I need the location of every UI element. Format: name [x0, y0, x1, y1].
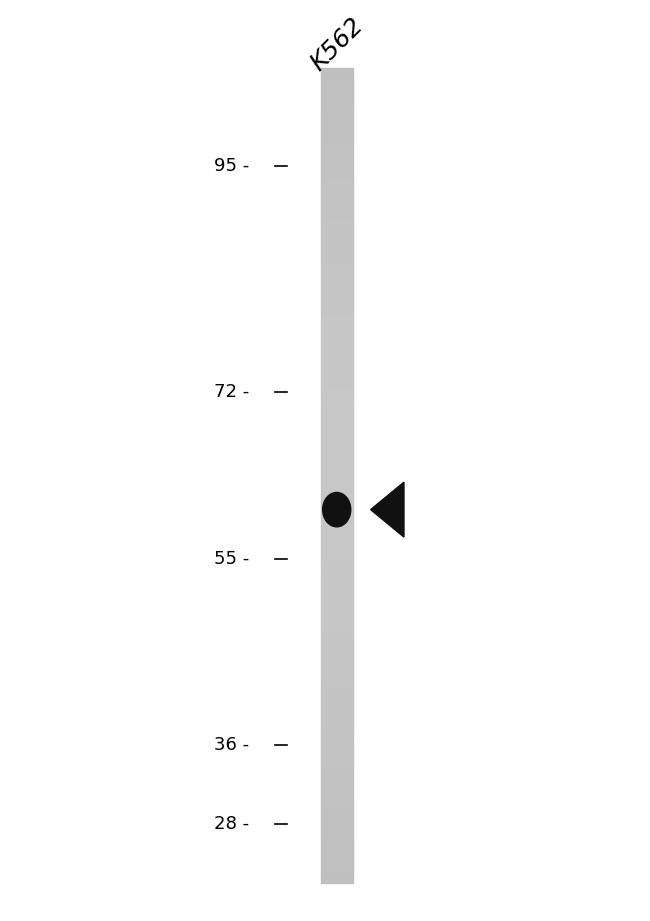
Text: 95 -: 95 - — [214, 157, 249, 175]
Text: 28 -: 28 - — [214, 815, 249, 833]
Text: 72 -: 72 - — [214, 383, 249, 401]
Text: K562: K562 — [306, 14, 368, 76]
Text: 55 -: 55 - — [214, 550, 249, 567]
Text: 36 -: 36 - — [214, 737, 249, 754]
Polygon shape — [370, 482, 404, 537]
Ellipse shape — [322, 493, 351, 527]
